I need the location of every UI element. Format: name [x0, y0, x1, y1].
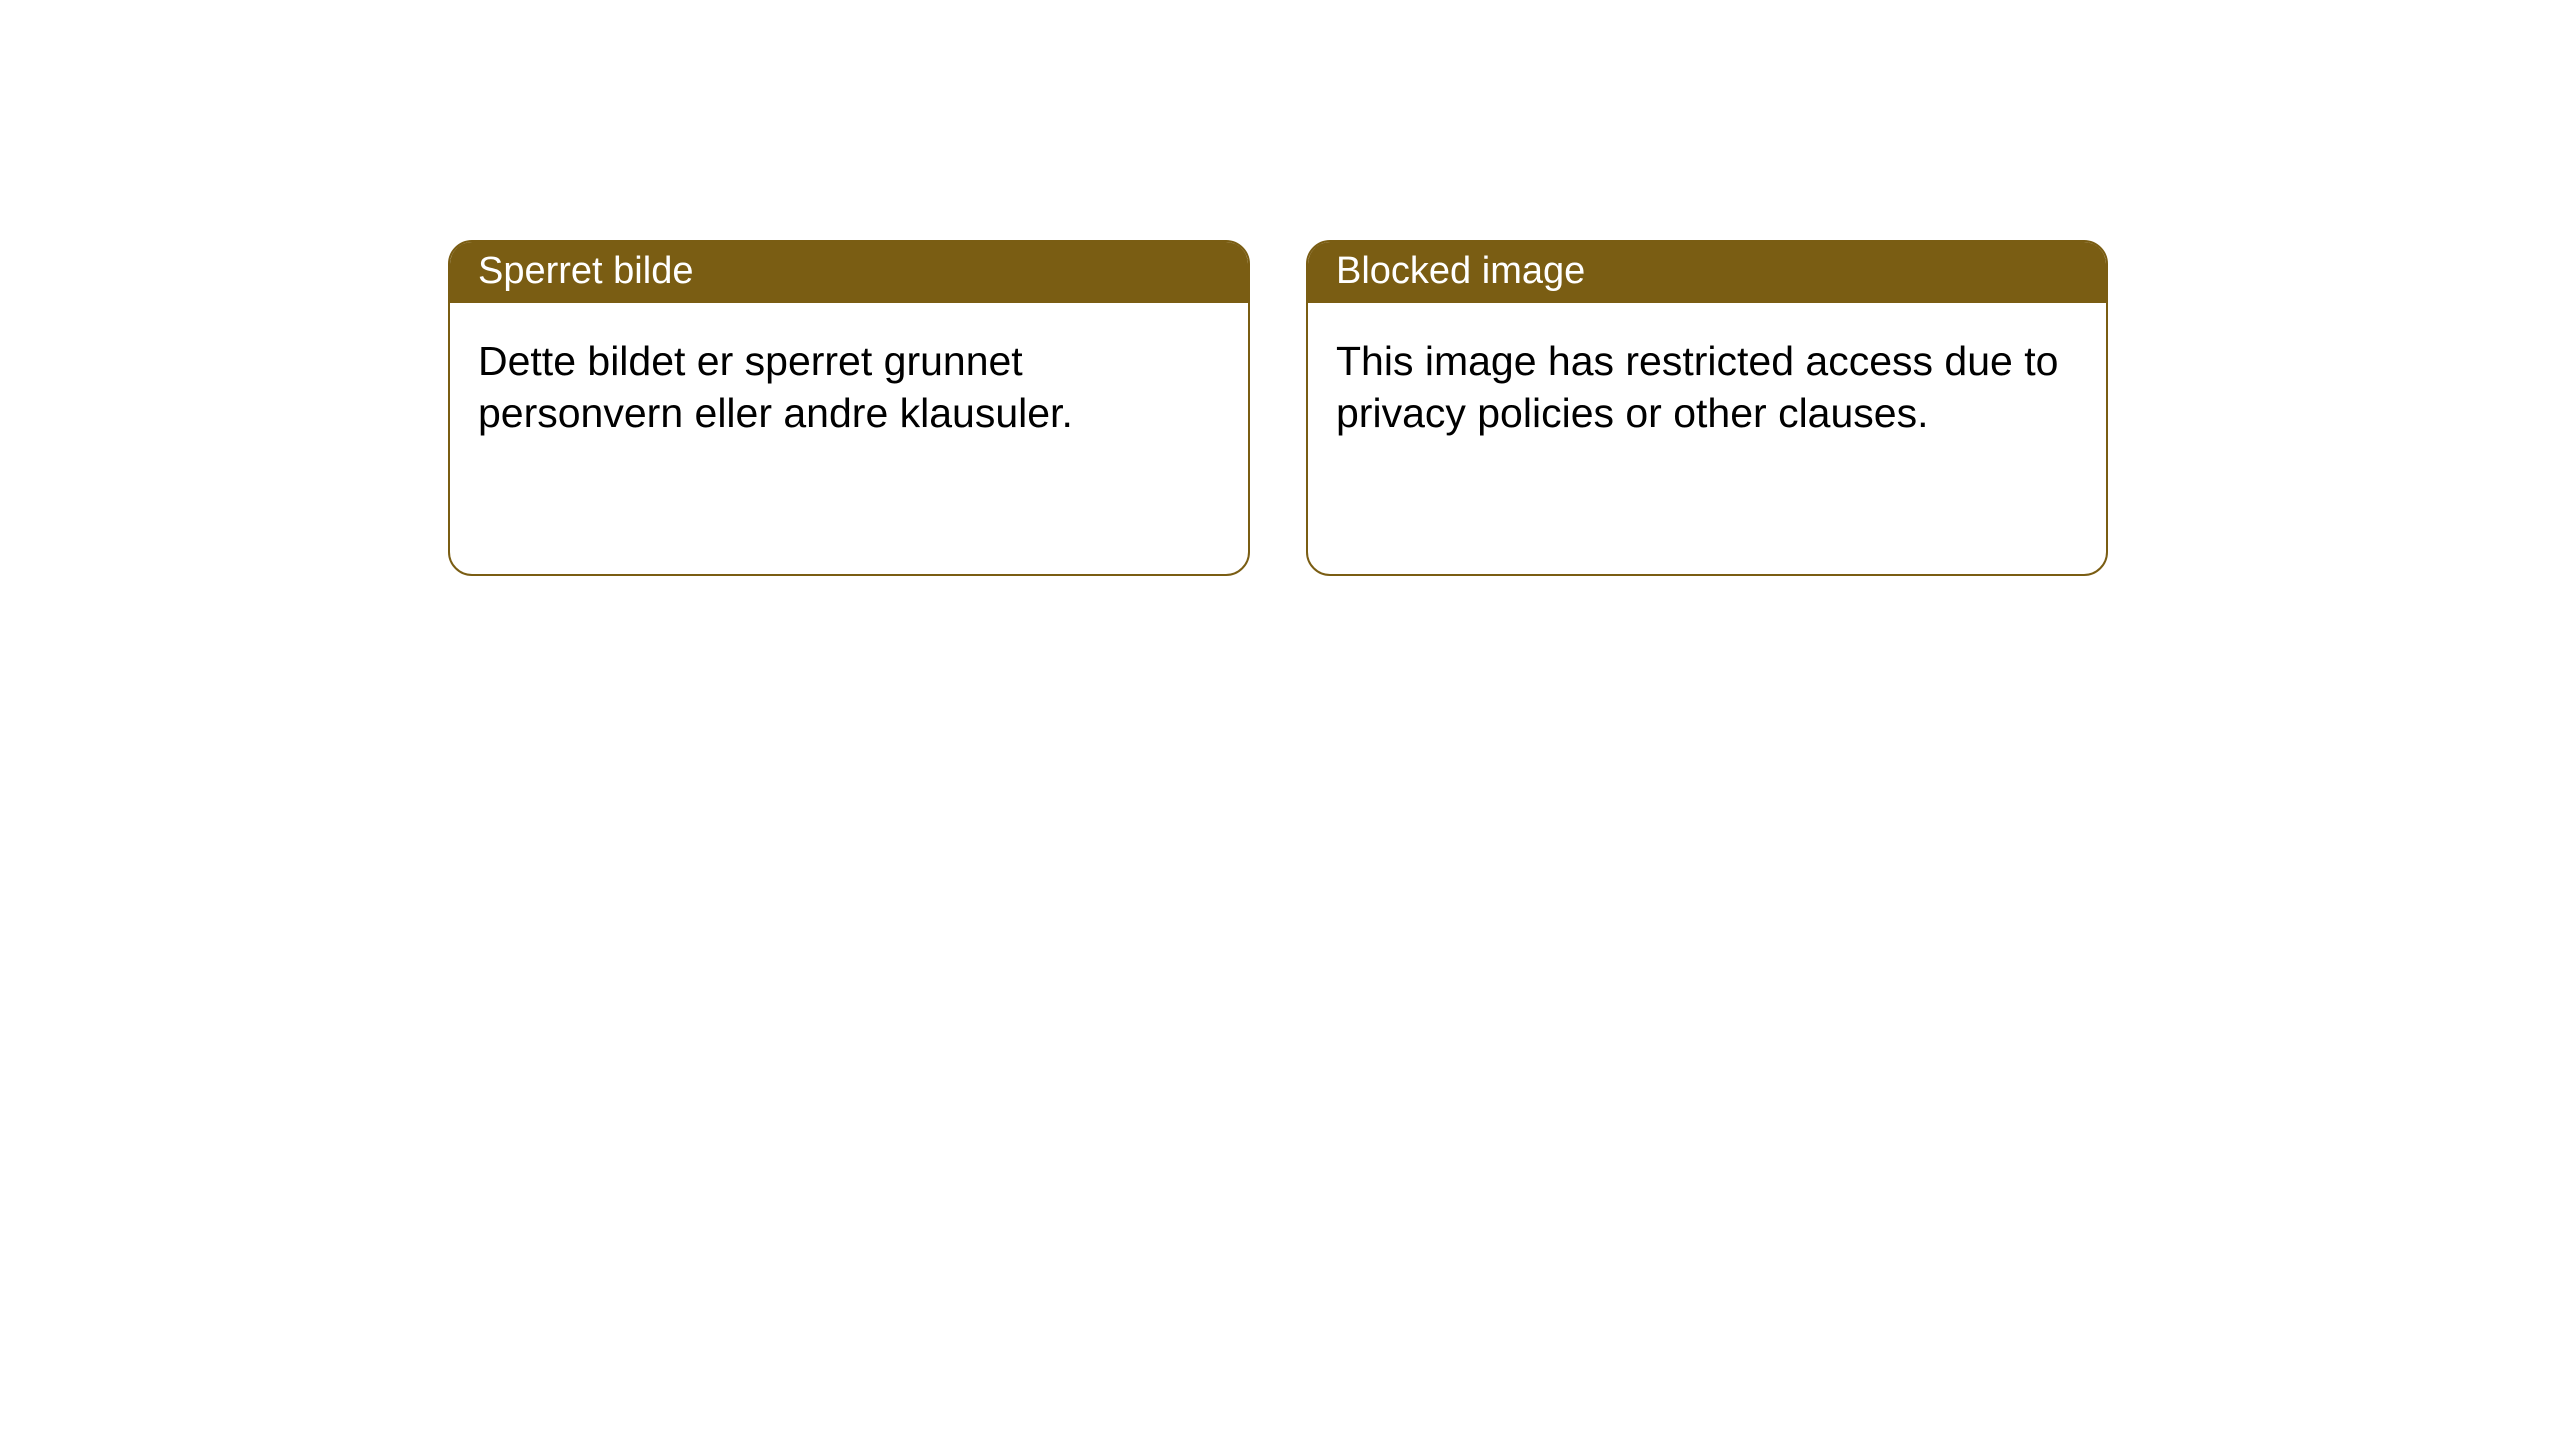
blocked-image-cards: Sperret bilde Dette bildet er sperret gr… [448, 240, 2108, 576]
card-body-no: Dette bildet er sperret grunnet personve… [450, 303, 1248, 472]
blocked-image-card-en: Blocked image This image has restricted … [1306, 240, 2108, 576]
blocked-image-card-no: Sperret bilde Dette bildet er sperret gr… [448, 240, 1250, 576]
card-title-no: Sperret bilde [450, 242, 1248, 303]
card-title-en: Blocked image [1308, 242, 2106, 303]
card-body-en: This image has restricted access due to … [1308, 303, 2106, 472]
